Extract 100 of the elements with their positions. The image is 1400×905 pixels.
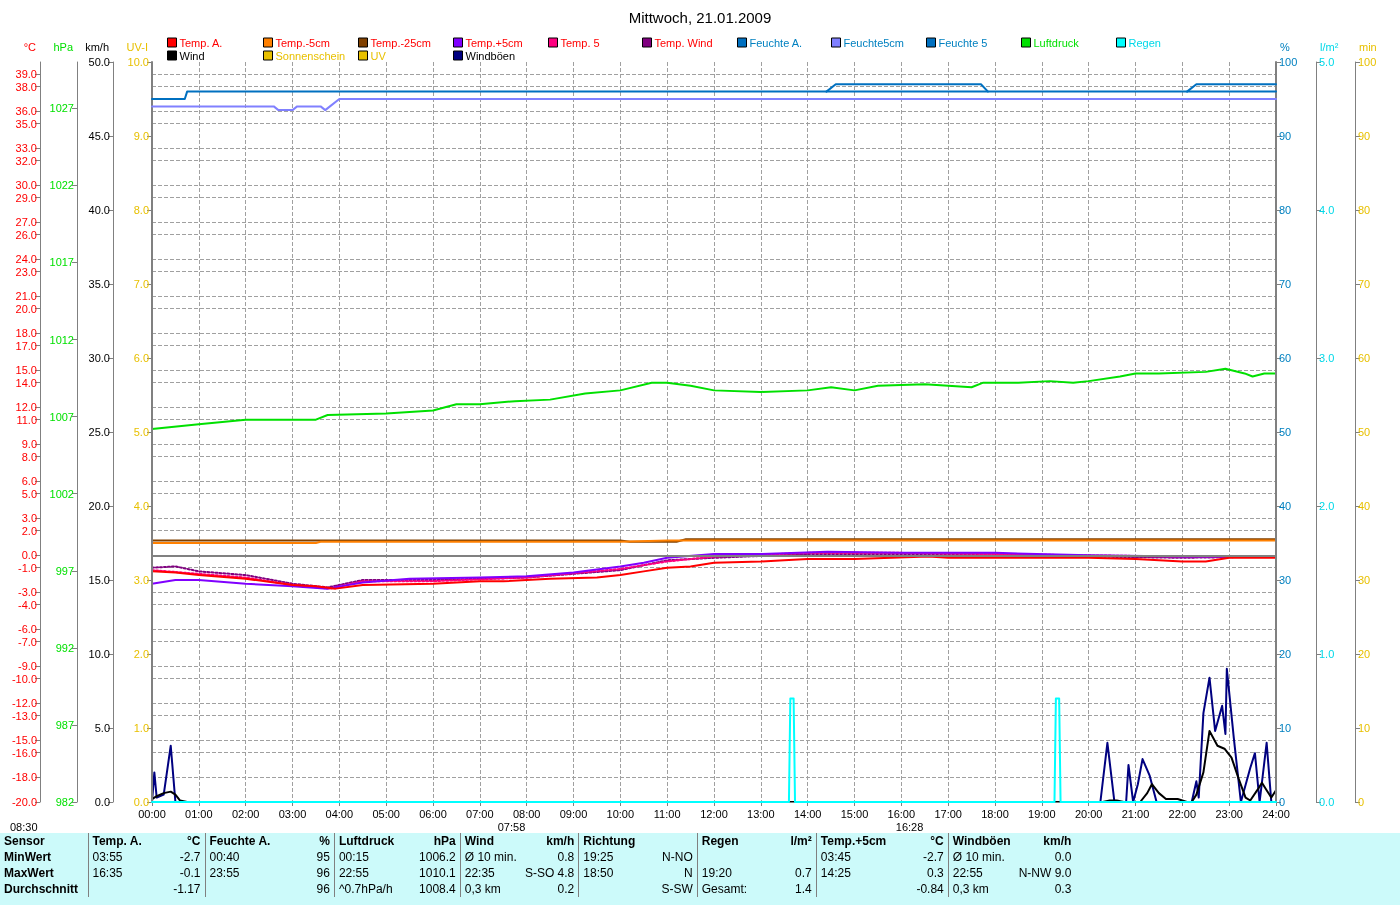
text: 22:55 bbox=[948, 865, 1015, 881]
y-tick-label: 33.0 bbox=[15, 142, 37, 155]
y2-tick-label: 40 bbox=[1279, 500, 1292, 512]
y3-tick-label: 10 bbox=[1358, 722, 1371, 734]
y2-tick-label: 90 bbox=[1279, 130, 1292, 142]
text: °C bbox=[929, 833, 945, 849]
text: 0.8 bbox=[556, 849, 576, 865]
legend-label: Feuchte 5 bbox=[938, 36, 988, 49]
y-tick-label: 18.0 bbox=[15, 327, 37, 340]
text: 1008.4 bbox=[418, 881, 457, 897]
legend-label: Luftdruck bbox=[1033, 36, 1080, 49]
x-tick-label: 17:00 bbox=[934, 807, 962, 820]
y-tick-label: -1.0 bbox=[18, 561, 37, 574]
y-tick-label: 6.0 bbox=[21, 475, 37, 488]
y3-tick-label: 60 bbox=[1358, 352, 1371, 364]
y-tick-label: 1.0 bbox=[1319, 648, 1335, 660]
text: 96 bbox=[315, 865, 331, 881]
x-tick-label: 07:00 bbox=[466, 807, 494, 820]
x-tick-label: 22:00 bbox=[1168, 807, 1197, 820]
y3-tick-label: 0.0 bbox=[94, 796, 110, 808]
y2-tick-label: 987 bbox=[55, 718, 74, 731]
legend-label: Windböen bbox=[465, 49, 516, 62]
text: Durchschnitt bbox=[3, 881, 79, 897]
y-tick-label: 3.0 bbox=[133, 574, 149, 586]
y2-tick-label: 1002 bbox=[49, 487, 74, 500]
text: % bbox=[318, 833, 331, 849]
y3-tick-label: 20 bbox=[1358, 648, 1371, 660]
y-tick-label: 21.0 bbox=[15, 290, 37, 303]
text: 0,3 km bbox=[948, 881, 1015, 897]
y-tick-label: 6.0 bbox=[133, 352, 149, 364]
y-axis-title: °C bbox=[23, 40, 37, 53]
y2-tick-label: 1027 bbox=[49, 102, 74, 115]
y-tick-label: 15.0 bbox=[15, 364, 37, 377]
text: S-SO 4.8 bbox=[523, 865, 576, 881]
x-tick-label: 12:00 bbox=[700, 807, 728, 820]
y-tick-label: 38.0 bbox=[15, 80, 37, 93]
y2-tick-label: 982 bbox=[55, 796, 74, 808]
text: Temp.+5cm bbox=[816, 833, 891, 849]
y-tick-label: 20.0 bbox=[15, 302, 37, 315]
y3-axis-title: km/h bbox=[85, 40, 109, 53]
x-tick-label: 02:00 bbox=[231, 807, 260, 820]
x-tick-label: 19:00 bbox=[1028, 807, 1056, 820]
text: 0.7 bbox=[794, 865, 813, 881]
x-tick-label: 14:00 bbox=[793, 807, 822, 820]
y2-tick-label: 1012 bbox=[49, 333, 74, 346]
x-tick-label: 10:00 bbox=[606, 807, 635, 820]
x-tick-label: 15:00 bbox=[840, 807, 869, 820]
x-tick-label: 09:00 bbox=[559, 807, 588, 820]
text: 1006.2 bbox=[418, 849, 457, 865]
x-tick-label: 00:00 bbox=[138, 807, 166, 820]
y3-tick-label: 40.0 bbox=[88, 204, 110, 216]
legend-label: Temp. Wind bbox=[654, 36, 713, 49]
y3-tick-label: 40 bbox=[1358, 500, 1371, 512]
text: km/h bbox=[545, 833, 576, 849]
text: °C bbox=[186, 833, 202, 849]
text: Luftdruck bbox=[334, 833, 399, 849]
text: ^0.7hPa/h bbox=[334, 881, 399, 897]
y-tick-label: 26.0 bbox=[15, 228, 37, 241]
legend-label: Feuchte5cm bbox=[843, 36, 905, 49]
y3-tick-label: 70 bbox=[1358, 278, 1371, 290]
y-tick-label: 5.0 bbox=[1319, 56, 1335, 68]
text: 0.3 bbox=[1053, 881, 1073, 897]
y-tick-label: -18.0 bbox=[11, 771, 37, 784]
y-tick-label: 30.0 bbox=[15, 179, 37, 192]
y3-axis-title: min bbox=[1359, 40, 1377, 53]
y-tick-label: 7.0 bbox=[133, 278, 149, 290]
x-tick-label: 11:00 bbox=[653, 807, 681, 820]
y-tick-label: 3.0 bbox=[1319, 352, 1335, 364]
y3-tick-label: 30.0 bbox=[88, 352, 110, 364]
x-tick-label: 20:00 bbox=[1074, 807, 1103, 820]
y-tick-label: -10.0 bbox=[11, 672, 37, 685]
y-tick-label: 11.0 bbox=[16, 413, 37, 426]
text: 0.0 bbox=[1053, 849, 1073, 865]
y-tick-label: -20.0 bbox=[11, 796, 37, 808]
y-tick-label: 8.0 bbox=[133, 204, 149, 216]
text: 22:55 bbox=[334, 865, 399, 881]
x-tick-label: 03:00 bbox=[278, 807, 307, 820]
x-tick-label: 16:00 bbox=[887, 807, 916, 820]
x-tick-label: 04:00 bbox=[325, 807, 354, 820]
y2-tick-label: 80 bbox=[1279, 204, 1292, 216]
x-tick-label: 05:00 bbox=[372, 807, 400, 820]
y-tick-label: 1.0 bbox=[133, 722, 149, 734]
y-tick-label: -16.0 bbox=[11, 746, 37, 759]
y2-tick-label: 10 bbox=[1279, 722, 1292, 734]
text: Wind bbox=[460, 833, 521, 849]
chart-title: Mittwoch, 21.01.2009 bbox=[628, 9, 772, 26]
y-tick-label: 2.0 bbox=[21, 524, 37, 537]
text: Gesamt: bbox=[697, 881, 758, 897]
y3-tick-label: 5.0 bbox=[94, 722, 110, 734]
text: 0,3 km bbox=[460, 881, 521, 897]
y-tick-label: -6.0 bbox=[18, 623, 37, 636]
text: S-SW bbox=[660, 881, 694, 897]
y-tick-label: 23.0 bbox=[15, 265, 37, 278]
text: hPa bbox=[432, 833, 457, 849]
y-tick-label: 9.0 bbox=[21, 438, 37, 451]
text: N bbox=[683, 865, 694, 881]
y-tick-label: 39.0 bbox=[15, 68, 37, 81]
x-tick-label: 21:00 bbox=[1121, 807, 1150, 820]
text: Sensor bbox=[3, 833, 46, 849]
text: Windböen bbox=[948, 833, 1015, 849]
